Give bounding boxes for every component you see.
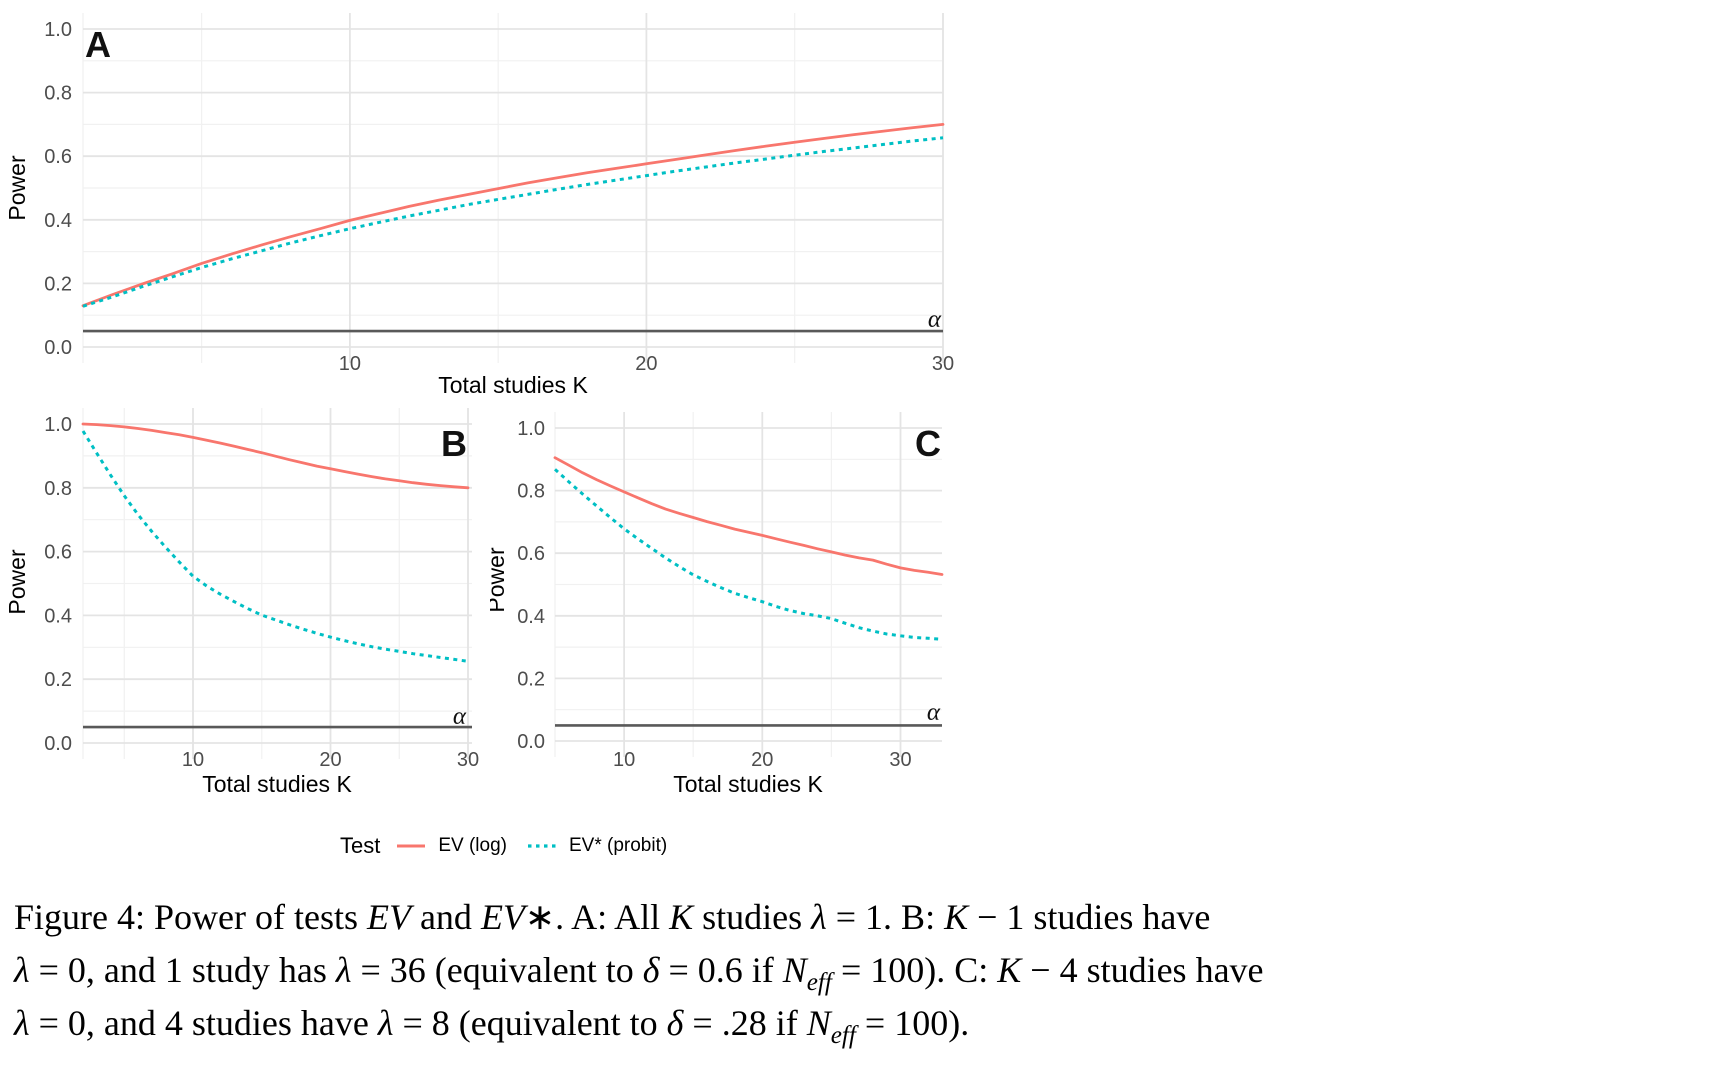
grid-major-A	[83, 13, 944, 363]
caption-text-segment: = 0.6 if	[659, 950, 783, 990]
solid-line-swatch-icon	[397, 844, 426, 848]
legend-title: Test	[340, 833, 381, 858]
caption-text-segment: = .28 if	[683, 1003, 807, 1043]
caption-text-segment: = 100). C:	[831, 950, 998, 990]
y-tick-label: 0.8	[44, 83, 72, 105]
caption-text-segment: = 1. B:	[826, 897, 945, 937]
caption-line-1: Figure 4: Power of tests EV and EV∗. A: …	[14, 891, 1574, 944]
caption-text-segment: = 100).	[855, 1003, 970, 1043]
y-axis-title: Power	[4, 155, 30, 221]
panel-a-plot: 0.0 0.2 0.4 0.6 0.8 1.0 10 20 30 Total studies K P…	[4, 13, 954, 398]
y-axis-title: Power	[4, 549, 30, 615]
alpha-label-A: α	[928, 306, 942, 333]
x-tick-label: 30	[932, 353, 954, 375]
caption-math-segment: K	[997, 950, 1022, 990]
x-tick-label: 10	[339, 353, 361, 375]
caption-math-segment: λ	[811, 897, 827, 937]
y-tick-label: 0.4	[517, 606, 545, 628]
y-tick-label: 0.8	[44, 478, 72, 500]
panel-tag-B: B	[441, 423, 467, 464]
panel-c-plot: 0.0 0.2 0.4 0.6 0.8 1.0 10 20 30 Total studies K P…	[490, 412, 944, 797]
caption-line-2: λ = 0, and 1 study has λ = 36 (equivalen…	[14, 944, 1574, 997]
grid-minor-A	[82, 13, 943, 363]
x-tick-label: 20	[319, 749, 341, 771]
x-tick-label: 20	[751, 749, 773, 771]
caption-text-segment: − 4 studies have	[1021, 950, 1264, 990]
caption-text-segment: and	[410, 897, 481, 937]
caption-math-segment: δ	[642, 950, 660, 990]
caption-math-segment: EV	[366, 897, 411, 937]
caption-text-segment: = 36 (equivalent to	[351, 950, 643, 990]
x-axis-title: Total studies K	[438, 372, 588, 398]
caption-math-segment: λ	[14, 950, 30, 990]
x-tick-label: 20	[635, 353, 657, 375]
caption-text-segment: = 0, and 1 study has	[29, 950, 336, 990]
ev-probit-line-B	[81, 430, 469, 663]
x-tick-label: 10	[182, 749, 204, 771]
y-tick-label: 0.8	[517, 481, 545, 503]
ev-probit-line-C	[553, 468, 943, 641]
caption-line-3: λ = 0, and 4 studies have λ = 8 (equival…	[14, 997, 1574, 1050]
y-tick-label: 1.0	[44, 19, 72, 41]
caption-text-segment: = 0, and 4 studies have	[29, 1003, 378, 1043]
legend-item-ev-probit: EV* (probit)	[527, 835, 667, 857]
caption-math-segment: δ	[666, 1003, 684, 1043]
caption-math-segment: N	[782, 950, 807, 990]
y-tick-label: 0.4	[44, 210, 72, 232]
ev-log-line-C	[553, 456, 944, 576]
grid-major-B	[83, 408, 472, 759]
x-axis-title: Total studies K	[202, 771, 352, 797]
caption-subscript: eff	[806, 969, 832, 997]
y-tick-label: 0.4	[44, 605, 72, 627]
y-tick-label: 1.0	[517, 418, 545, 440]
y-tick-label: 0.6	[44, 146, 72, 168]
alpha-label-C: α	[927, 699, 941, 726]
y-tick-label: 0.2	[517, 668, 545, 690]
x-tick-label: 30	[457, 749, 479, 771]
caption-math-segment: λ	[377, 1003, 394, 1043]
caption-text-segment: studies	[693, 897, 812, 937]
caption-math-segment: λ	[14, 1003, 30, 1043]
panel-tag-A: A	[85, 24, 111, 65]
ev-probit-line-A	[82, 136, 944, 308]
legend: Test EV (log) EV* (probit)	[340, 826, 687, 866]
x-axis-title: Total studies K	[673, 771, 823, 797]
caption-math-segment: K	[944, 897, 969, 937]
dotted-line-swatch-icon	[528, 844, 556, 848]
grid-minor-C	[554, 412, 942, 757]
y-tick-label: 1.0	[44, 414, 72, 436]
caption-text-segment: − 1 studies have	[968, 897, 1211, 937]
panel-tag-C: C	[915, 423, 941, 464]
y-tick-label: 0.0	[44, 337, 72, 359]
caption-text-segment: ∗. A: All	[524, 897, 670, 937]
caption-subscript: eff	[830, 1022, 856, 1050]
caption-math-segment: K	[669, 897, 694, 937]
caption-text-segment: Figure 4: Power of tests	[14, 897, 367, 937]
y-tick-label: 0.6	[517, 543, 545, 565]
caption-math-segment: EV	[480, 897, 525, 937]
caption-math-segment: N	[806, 1003, 831, 1043]
alpha-label-B: α	[453, 703, 467, 730]
ev-log-line-B	[81, 422, 470, 490]
y-tick-label: 0.2	[44, 273, 72, 295]
y-tick-label: 0.2	[44, 669, 72, 691]
ev-log-line-A	[81, 123, 945, 308]
legend-item-label: EV (log)	[438, 835, 507, 856]
figure-caption: Figure 4: Power of tests EV and EV∗. A: …	[14, 891, 1574, 1050]
legend-item-label: EV* (probit)	[569, 835, 668, 856]
panel-b-plot: 0.0 0.2 0.4 0.6 0.8 1.0 10 20 30 Total studies K P…	[4, 408, 479, 797]
caption-math-segment: λ	[335, 950, 352, 990]
caption-text-segment: = 8 (equivalent to	[393, 1003, 667, 1043]
y-axis-title: Power	[490, 547, 509, 613]
y-tick-label: 0.0	[517, 731, 545, 753]
x-tick-label: 30	[889, 749, 911, 771]
legend-item-ev-log: EV (log)	[396, 835, 507, 857]
x-tick-label: 10	[613, 749, 635, 771]
y-tick-label: 0.0	[44, 733, 72, 755]
y-tick-label: 0.6	[44, 542, 72, 564]
grid-minor-B	[82, 408, 472, 759]
